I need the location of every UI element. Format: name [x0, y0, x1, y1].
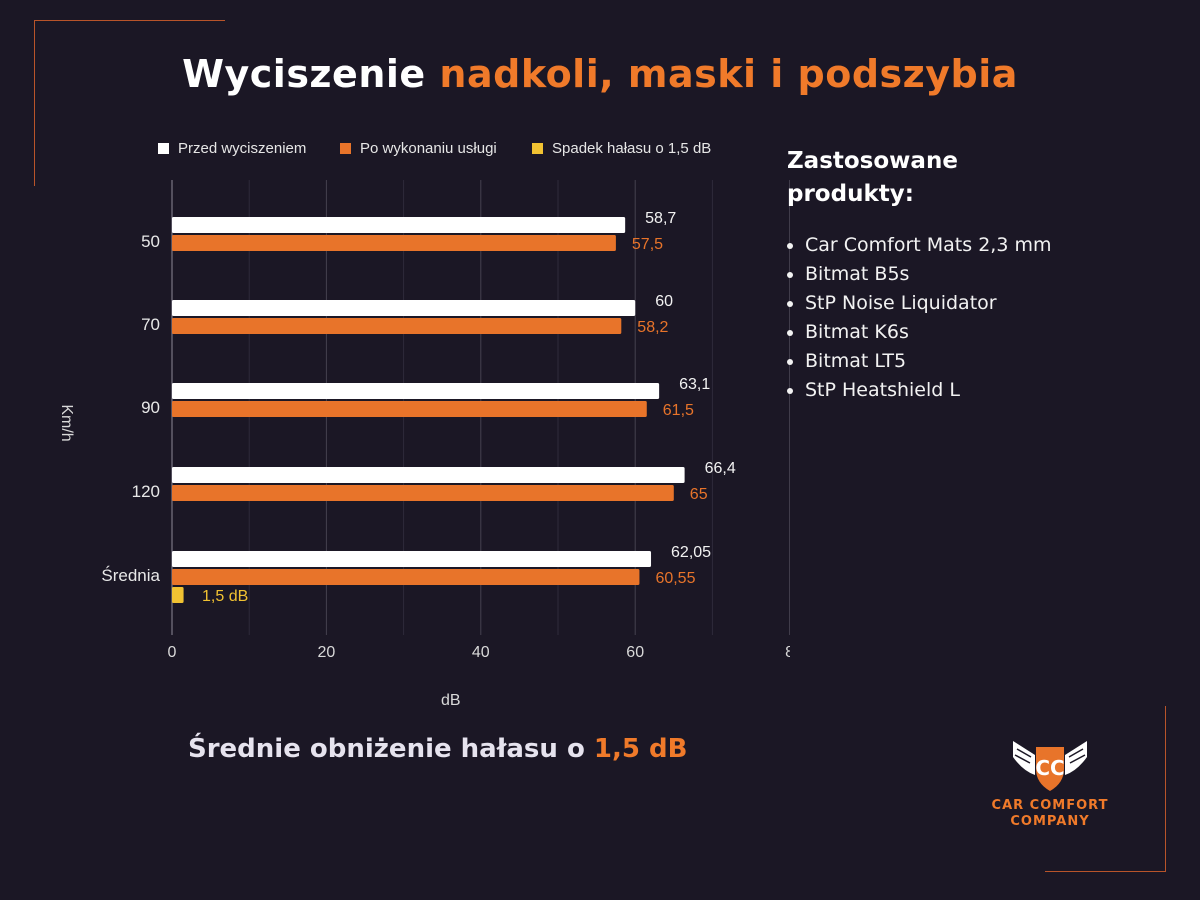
bar-before	[172, 551, 652, 567]
logo-initials: CC	[1035, 756, 1064, 780]
legend-label: Spadek hałasu o 1,5 dB	[552, 140, 711, 157]
decorative-corner-top-left	[34, 20, 225, 186]
bar-chart: Przed wyciszeniem Po wykonaniu usługi Spad…	[58, 140, 790, 709]
products-list: Car Comfort Mats 2,3 mm Bitmat B5s StP N…	[787, 231, 1147, 405]
decorative-corner-bottom-right	[1045, 706, 1166, 872]
legend-swatch	[340, 143, 351, 154]
bar-after	[172, 318, 622, 334]
title-part-white: Wyciszenie	[182, 52, 426, 96]
winged-shield-icon: CC	[1013, 741, 1087, 791]
title-part-orange: nadkoli, maski i podszybia	[439, 52, 1018, 96]
data-label: 60,55	[655, 570, 695, 587]
x-tick-label: 60	[626, 644, 644, 661]
summary-label: Średnie obniżenie hałasu o	[188, 734, 585, 764]
data-label: 58,7	[645, 210, 676, 227]
bar-after	[172, 569, 640, 585]
category-label: Średnia	[101, 566, 160, 585]
legend-swatch	[158, 143, 169, 154]
bar-before	[172, 467, 685, 483]
summary-text: Średnie obniżenie hałasu o 1,5 dB	[188, 734, 687, 764]
y-axis-label: Km/h	[58, 404, 75, 441]
data-label: 63,1	[679, 376, 710, 393]
product-item: Bitmat B5s	[805, 260, 1147, 289]
legend-label: Po wykonaniu usługi	[360, 140, 497, 157]
data-label: 58,2	[637, 319, 668, 336]
data-label: 65	[690, 486, 708, 503]
products-panel: Zastosowane produkty: Car Comfort Mats 2…	[787, 145, 1147, 405]
bar-after	[172, 485, 674, 501]
product-item: StP Heatshield L	[805, 376, 1147, 405]
page-title: Wyciszenie nadkoli, maski i podszybia	[0, 52, 1200, 96]
category-label: 50	[141, 232, 160, 251]
bar-before	[172, 383, 660, 399]
legend-swatch	[532, 143, 543, 154]
bar-after	[172, 235, 616, 251]
logo-line-1: CAR COMFORT	[991, 798, 1109, 813]
data-label: 66,4	[705, 460, 736, 477]
data-label: 60	[655, 293, 673, 310]
bar-before	[172, 300, 636, 316]
data-label: 62,05	[671, 544, 711, 561]
bar-after	[172, 401, 647, 417]
product-item: StP Noise Liquidator	[805, 289, 1147, 318]
x-tick-label: 0	[168, 644, 177, 661]
product-item: Bitmat K6s	[805, 318, 1147, 347]
product-item: Bitmat LT5	[805, 347, 1147, 376]
category-label: 90	[141, 398, 160, 417]
x-tick-label: 40	[472, 644, 490, 661]
data-label: 57,5	[632, 236, 663, 253]
x-axis-label: dB	[441, 692, 461, 709]
data-label: 1,5 dB	[202, 588, 248, 605]
category-label: 120	[132, 482, 160, 501]
data-label: 61,5	[663, 402, 694, 419]
x-tick-label: 20	[318, 644, 336, 661]
legend-label: Przed wyciszeniem	[178, 140, 306, 157]
x-tick-label: 8	[785, 644, 790, 661]
company-logo: CC CAR COMFORT COMPANY	[975, 735, 1125, 830]
products-title: Zastosowane produkty:	[787, 148, 958, 207]
product-item: Car Comfort Mats 2,3 mm	[805, 231, 1147, 260]
summary-highlight: 1,5 dB	[593, 734, 688, 764]
logo-line-2: COMPANY	[1010, 814, 1090, 829]
bar-before	[172, 217, 626, 233]
category-label: 70	[141, 315, 160, 334]
bar-reduction	[172, 587, 184, 603]
